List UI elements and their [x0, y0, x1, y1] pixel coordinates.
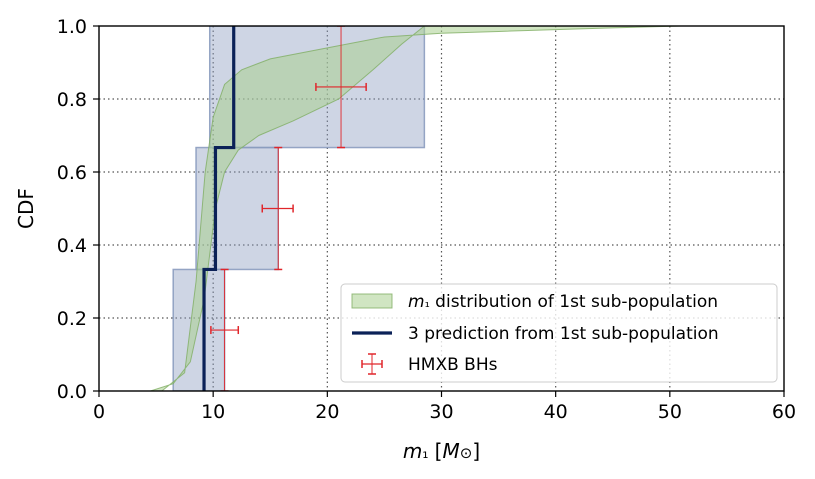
- legend-label-rest: distribution of 1st sub-population: [430, 292, 718, 312]
- y-tick-label: 0.8: [57, 89, 87, 111]
- plot-area: [150, 26, 784, 391]
- hmxb-point: [261, 146, 294, 271]
- legend-box: [340, 283, 778, 383]
- y-tick-label: 1.0: [57, 16, 87, 38]
- x-axis-label-close-bracket: ]: [472, 439, 480, 463]
- axis-ticks: 0 10 20 30 40 50 60 0.0 0.2 0.4 0.6 0.8 1.0: [57, 16, 796, 423]
- x-tick-label: 40: [544, 401, 568, 423]
- x-axis-label-symbol: m: [403, 439, 422, 463]
- hmxb-point: [210, 268, 240, 391]
- hmxb-point: [315, 26, 367, 149]
- x-axis-label-open-bracket: [: [428, 439, 442, 463]
- y-tick-label: 0.0: [57, 381, 87, 403]
- x-tick-label: 0: [93, 401, 105, 423]
- x-tick-label: 10: [201, 401, 225, 423]
- legend-label-subscript: ₁: [425, 296, 430, 311]
- x-tick-label: 60: [772, 401, 796, 423]
- x-tick-label: 20: [315, 401, 339, 423]
- y-axis-label: CDF: [14, 188, 38, 229]
- x-axis-label-unit: M: [443, 439, 460, 463]
- x-axis-label-subscript: ₁: [422, 444, 428, 462]
- x-tick-label: 50: [658, 401, 682, 423]
- legend-label-distribution: m₁ distribution of 1st sub-population: [408, 292, 718, 312]
- legend-label-hmxb: HMXB BHs: [408, 355, 498, 375]
- y-tick-label: 0.2: [57, 308, 87, 330]
- x-axis-label: m₁ [M⊙]: [403, 439, 480, 463]
- legend-label-prediction: 3 prediction from 1st sub-population: [408, 324, 719, 344]
- prediction-step-line: [202, 26, 236, 391]
- legend-green-swatch: [351, 293, 393, 309]
- x-axis-label-unit-subscript: ⊙: [460, 444, 473, 462]
- legend: m₁ distribution of 1st sub-population 3 p…: [340, 283, 778, 383]
- y-tick-label: 0.6: [57, 162, 87, 184]
- legend-label-symbol: m: [408, 292, 425, 312]
- y-tick-label: 0.4: [57, 235, 87, 257]
- x-tick-label: 30: [429, 401, 453, 423]
